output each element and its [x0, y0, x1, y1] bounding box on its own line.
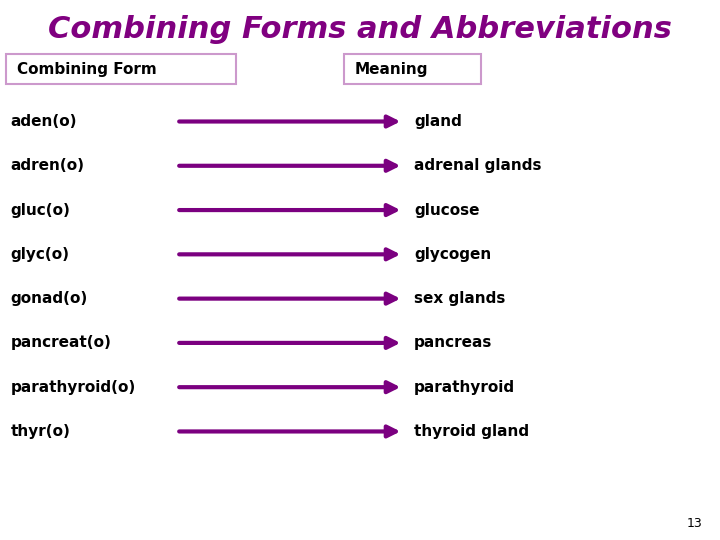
Text: pancreas: pancreas [414, 335, 492, 350]
Text: glucose: glucose [414, 202, 480, 218]
Text: glycogen: glycogen [414, 247, 491, 262]
Text: aden(o): aden(o) [11, 114, 77, 129]
Text: thyroid gland: thyroid gland [414, 424, 529, 439]
Text: Combining Form: Combining Form [17, 62, 156, 77]
Text: pancreat(o): pancreat(o) [11, 335, 112, 350]
Text: parathyroid(o): parathyroid(o) [11, 380, 136, 395]
Text: gonad(o): gonad(o) [11, 291, 88, 306]
Text: glyc(o): glyc(o) [11, 247, 70, 262]
FancyBboxPatch shape [344, 54, 481, 84]
Text: 13: 13 [686, 517, 702, 530]
Text: Meaning: Meaning [355, 62, 428, 77]
Text: Combining Forms and Abbreviations: Combining Forms and Abbreviations [48, 15, 672, 44]
Text: gluc(o): gluc(o) [11, 202, 71, 218]
Text: parathyroid: parathyroid [414, 380, 515, 395]
Text: adren(o): adren(o) [11, 158, 85, 173]
Text: adrenal glands: adrenal glands [414, 158, 541, 173]
FancyBboxPatch shape [6, 54, 236, 84]
Text: sex glands: sex glands [414, 291, 505, 306]
Text: gland: gland [414, 114, 462, 129]
Text: thyr(o): thyr(o) [11, 424, 71, 439]
